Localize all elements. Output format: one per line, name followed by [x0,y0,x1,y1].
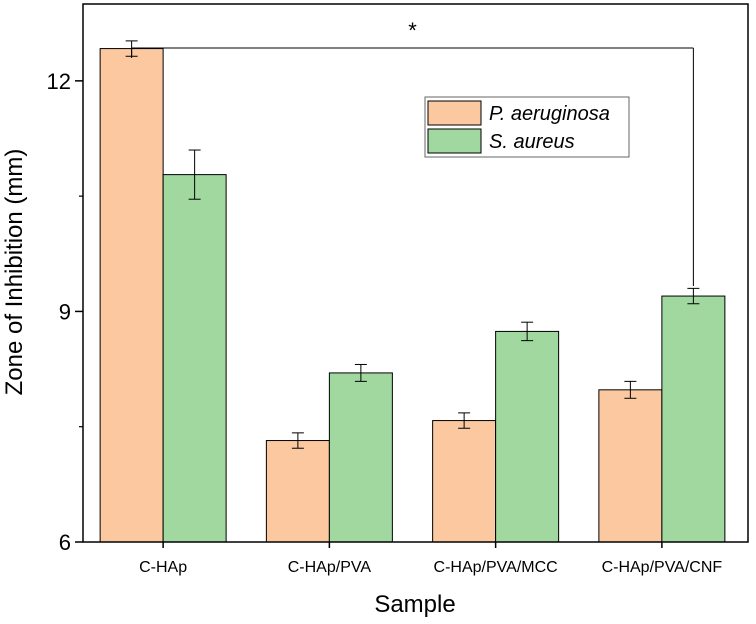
x-tick-label: C-HAp/PVA [288,559,372,576]
legend-label: P. aeruginosa [489,103,610,125]
legend-swatch [427,128,482,154]
bar [265,440,330,543]
x-tick-label: C-HAp/PVA/MCC [434,559,558,576]
axes-layer: 6 9 12 C-HAp C-HAp/PVA C-HAp/PVA/MCC C-HAp/PVA… [47,3,749,576]
legend-swatch [427,100,482,126]
significance-bracket: * [131,18,694,286]
plot-frame [82,3,749,543]
y-tick-label: 6 [59,530,71,555]
legend-label: S. aureus [489,131,575,153]
bar [495,330,560,543]
bars-layer [99,48,726,543]
bar [598,389,663,543]
bar [162,174,227,543]
y-axis-title: Zone of Inhibition (mm) [1,149,28,396]
significance-star: * [408,18,417,43]
error-bars-layer [125,40,700,449]
y-tick-label: 12 [47,69,71,94]
x-axis-title: Sample [374,591,455,618]
bar [661,295,726,543]
x-tick-label: C-HAp/PVA/CNF [602,559,723,576]
x-tick-label: C-HAp [139,559,187,576]
bar [328,372,393,543]
y-tick-label: 9 [59,299,71,324]
bar [432,420,497,543]
bar [99,48,164,543]
legend: P. aeruginosa S. aureus [424,96,630,158]
